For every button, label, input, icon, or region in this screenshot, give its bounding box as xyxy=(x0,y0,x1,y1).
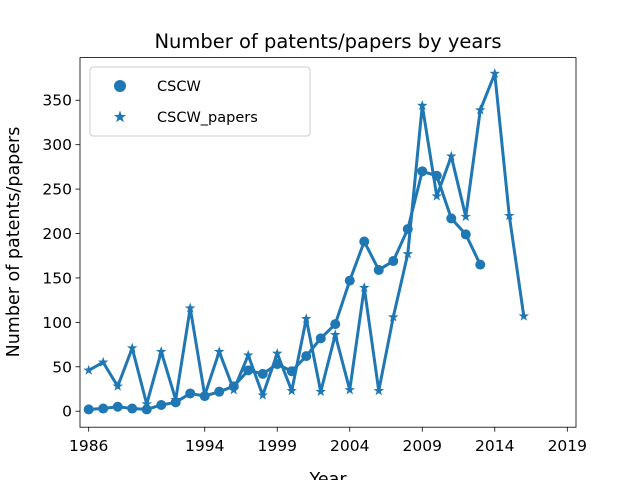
data-point-cscw-papers xyxy=(344,384,355,395)
data-point-cscw xyxy=(388,256,399,267)
y-tick-label: 250 xyxy=(42,181,72,199)
y-tick-label: 200 xyxy=(42,225,72,243)
data-point-cscw xyxy=(344,275,355,286)
data-point-cscw-papers xyxy=(97,356,109,367)
data-point-cscw xyxy=(330,319,341,330)
y-axis: 0 50 100 150 200 250 300 350 xyxy=(42,92,80,421)
data-point-cscw-papers xyxy=(518,310,530,321)
data-point-cscw-papers xyxy=(373,385,384,396)
data-point-cscw-papers xyxy=(402,248,413,259)
data-point-cscw xyxy=(243,365,254,376)
data-point-cscw-papers xyxy=(170,394,181,405)
data-point-cscw xyxy=(315,333,326,344)
legend-marker-cscw xyxy=(114,80,126,92)
legend-frame xyxy=(89,66,311,137)
data-point-cscw-papers xyxy=(489,68,501,79)
data-point-cscw-papers xyxy=(330,329,341,340)
data-point-cscw-papers xyxy=(272,347,283,358)
data-point-cscw-papers xyxy=(286,385,297,396)
data-point-cscw-papers xyxy=(243,349,254,360)
y-axis-label: Number of patents/papers xyxy=(4,127,24,358)
plot-frame xyxy=(79,57,577,428)
x-tick-label: 1999 xyxy=(258,437,297,455)
y-tick-label: 350 xyxy=(42,92,72,110)
data-point-cscw xyxy=(185,388,196,399)
data-point-cscw-papers xyxy=(126,342,138,353)
data-point-cscw xyxy=(301,351,312,362)
y-tick-label: 150 xyxy=(42,269,72,287)
data-point-cscw-papers xyxy=(214,346,225,357)
legend-label-cscw: CSCW xyxy=(157,79,201,95)
data-point-cscw-papers xyxy=(184,302,196,313)
x-tick-label: 1986 xyxy=(69,437,108,455)
chart-title: Number of patents/papers by years xyxy=(154,30,501,53)
data-point-cscw xyxy=(127,403,138,414)
data-point-cscw-papers xyxy=(388,311,399,322)
data-point-cscw xyxy=(214,386,225,397)
data-point-cscw xyxy=(98,403,109,414)
data-point-cscw xyxy=(83,404,94,415)
data-point-cscw-papers xyxy=(257,389,268,400)
data-point-cscw xyxy=(446,213,457,224)
data-point-cscw-papers xyxy=(301,313,312,324)
data-point-cscw xyxy=(373,264,384,275)
series-line-cscw xyxy=(87,169,483,412)
data-point-cscw xyxy=(460,229,471,240)
legend-marker-cscw-papers xyxy=(113,110,127,123)
data-point-cscw-papers xyxy=(155,346,167,357)
series-layer xyxy=(83,68,530,415)
data-point-cscw-papers xyxy=(359,282,370,293)
data-point-cscw-papers xyxy=(475,104,486,115)
x-axis: 1986 1994 1999 2004 2009 2014 2019 xyxy=(69,427,587,455)
x-tick-label: 2019 xyxy=(548,437,587,455)
data-point-cscw-papers xyxy=(141,398,152,409)
x-axis-label: Year xyxy=(308,470,347,480)
data-point-cscw-papers xyxy=(417,100,428,111)
data-point-cscw-papers xyxy=(504,210,515,221)
y-tick-label: 50 xyxy=(52,358,72,376)
x-tick-label: 2004 xyxy=(330,437,369,455)
x-tick-label: 2009 xyxy=(403,437,442,455)
data-point-cscw xyxy=(257,368,268,379)
legend: CSCW CSCW_papers xyxy=(89,66,311,137)
data-point-cscw xyxy=(112,401,123,412)
legend-label-cscw-papers: CSCW_papers xyxy=(157,110,258,126)
data-point-cscw-papers xyxy=(460,211,472,222)
y-tick-label: 0 xyxy=(62,403,72,421)
legend-markers xyxy=(113,80,127,123)
data-point-cscw-papers xyxy=(112,380,123,391)
data-point-cscw xyxy=(475,259,486,270)
x-tick-label: 1994 xyxy=(185,437,224,455)
data-point-cscw xyxy=(359,236,370,247)
x-tick-label: 2014 xyxy=(475,437,514,455)
data-point-cscw-papers xyxy=(315,386,326,397)
data-point-cscw-papers xyxy=(431,190,442,201)
data-point-cscw-papers xyxy=(446,150,457,161)
y-tick-label: 300 xyxy=(42,136,72,154)
data-point-cscw-papers xyxy=(199,389,210,400)
data-point-cscw-papers xyxy=(228,384,239,395)
data-point-cscw xyxy=(156,399,167,410)
data-point-cscw-papers xyxy=(83,364,94,375)
y-tick-label: 100 xyxy=(42,314,72,332)
data-point-cscw xyxy=(417,166,428,177)
